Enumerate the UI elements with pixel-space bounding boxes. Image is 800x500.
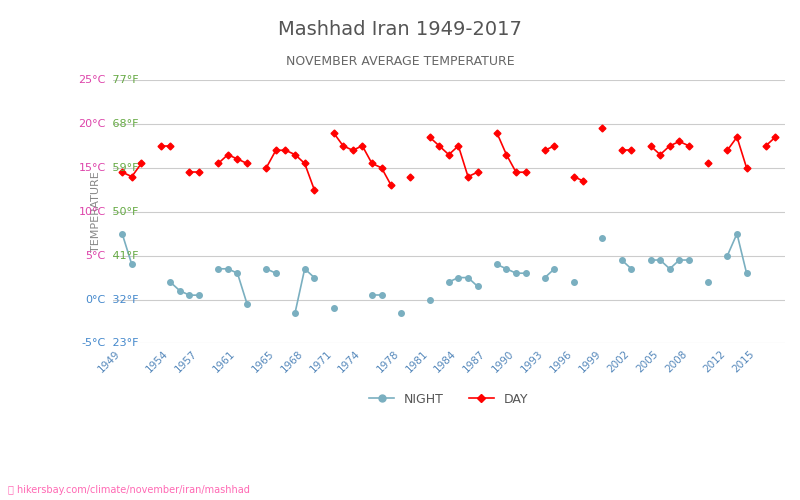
- Text: 23°F: 23°F: [110, 338, 138, 348]
- Text: 25°C: 25°C: [78, 75, 106, 85]
- Text: 20°C: 20°C: [78, 119, 106, 129]
- Y-axis label: TEMPERATURE: TEMPERATURE: [90, 172, 101, 252]
- Text: 🏔 hikersbay.com/climate/november/iran/mashhad: 🏔 hikersbay.com/climate/november/iran/ma…: [8, 485, 250, 495]
- Text: 41°F: 41°F: [110, 250, 138, 260]
- Text: 32°F: 32°F: [110, 294, 138, 304]
- Text: 50°F: 50°F: [110, 206, 138, 216]
- Text: 68°F: 68°F: [110, 119, 138, 129]
- Text: 0°C: 0°C: [86, 294, 106, 304]
- Text: -5°C: -5°C: [82, 338, 106, 348]
- Text: 15°C: 15°C: [78, 163, 106, 173]
- Text: 59°F: 59°F: [110, 163, 138, 173]
- Legend: NIGHT, DAY: NIGHT, DAY: [364, 388, 534, 411]
- Text: 10°C: 10°C: [78, 206, 106, 216]
- Text: Mashhad Iran 1949-2017: Mashhad Iran 1949-2017: [278, 20, 522, 39]
- Text: 5°C: 5°C: [86, 250, 106, 260]
- Text: NOVEMBER AVERAGE TEMPERATURE: NOVEMBER AVERAGE TEMPERATURE: [286, 55, 514, 68]
- Text: 77°F: 77°F: [110, 75, 139, 85]
